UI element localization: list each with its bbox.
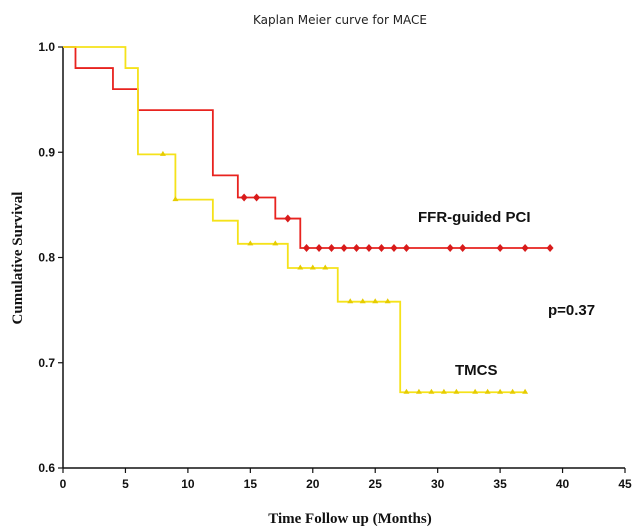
x-tick-label: 30: [431, 477, 445, 491]
censor-marker: [440, 388, 447, 394]
censor-marker: [453, 388, 460, 394]
censor-marker: [509, 388, 516, 394]
y-tick-label: 1.0: [38, 40, 55, 54]
y-ticks: 0.6 0.7 0.8 0.9 1.0: [38, 40, 63, 475]
x-tick-label: 25: [369, 477, 383, 491]
censor-marker: [297, 264, 304, 270]
y-tick-label: 0.8: [38, 251, 55, 265]
censor-marker: [272, 240, 279, 246]
censor-marker: [309, 264, 316, 270]
y-tick-label: 0.9: [38, 145, 55, 159]
censor-marker: [472, 388, 479, 394]
censor-marker: [352, 244, 360, 253]
censor-marker: [359, 298, 366, 304]
y-tick-label: 0.7: [38, 356, 55, 370]
censor-marker: [402, 244, 410, 253]
censor-marker: [303, 244, 311, 253]
censor-marker: [322, 264, 329, 270]
censor-marker: [315, 244, 323, 253]
censor-marker: [521, 244, 529, 253]
x-tick-label: 5: [122, 477, 129, 491]
y-tick-label: 0.6: [38, 461, 55, 475]
chart-title: Kaplan Meier curve for MACE: [253, 13, 427, 27]
censor-marker: [484, 388, 491, 394]
censor-marker: [284, 214, 292, 223]
x-tick-label: 20: [306, 477, 320, 491]
censor-marker: [365, 244, 373, 253]
censor-marker: [247, 240, 254, 246]
censor-marker: [384, 298, 391, 304]
censor-marker: [253, 193, 261, 202]
censor-marker: [403, 388, 410, 394]
censor-marker: [459, 244, 467, 253]
series-group: [63, 46, 554, 394]
censor-marker: [415, 388, 422, 394]
censor-marker: [172, 196, 179, 202]
censor-marker: [159, 150, 166, 156]
x-tick-label: 35: [493, 477, 507, 491]
censor-marker: [546, 244, 554, 253]
censor-marker: [372, 298, 379, 304]
x-tick-label: 15: [244, 477, 258, 491]
x-tick-label: 0: [60, 477, 67, 491]
censor-marker: [347, 298, 354, 304]
censor-marker: [240, 193, 248, 202]
y-axis-label: Cumulative Survival: [10, 192, 26, 325]
tmcs-series-label: TMCS: [455, 362, 498, 379]
ffr-series-label: FFR-guided PCI: [418, 209, 531, 226]
censor-marker: [340, 244, 348, 253]
censor-marker: [446, 244, 454, 253]
censor-marker: [522, 388, 529, 394]
censor-marker: [390, 244, 398, 253]
censor-marker: [328, 244, 336, 253]
x-tick-label: 40: [556, 477, 570, 491]
censor-marker: [377, 244, 385, 253]
x-ticks: 0 5 10 15 20 25 30 35 40 45: [60, 468, 632, 491]
censor-marker: [428, 388, 435, 394]
censor-marker: [497, 388, 504, 394]
censor-marker: [496, 244, 504, 253]
x-tick-label: 10: [181, 477, 195, 491]
x-axis-label: Time Follow up (Months): [268, 511, 431, 527]
p-value-label: p=0.37: [548, 302, 595, 319]
x-tick-label: 45: [618, 477, 632, 491]
